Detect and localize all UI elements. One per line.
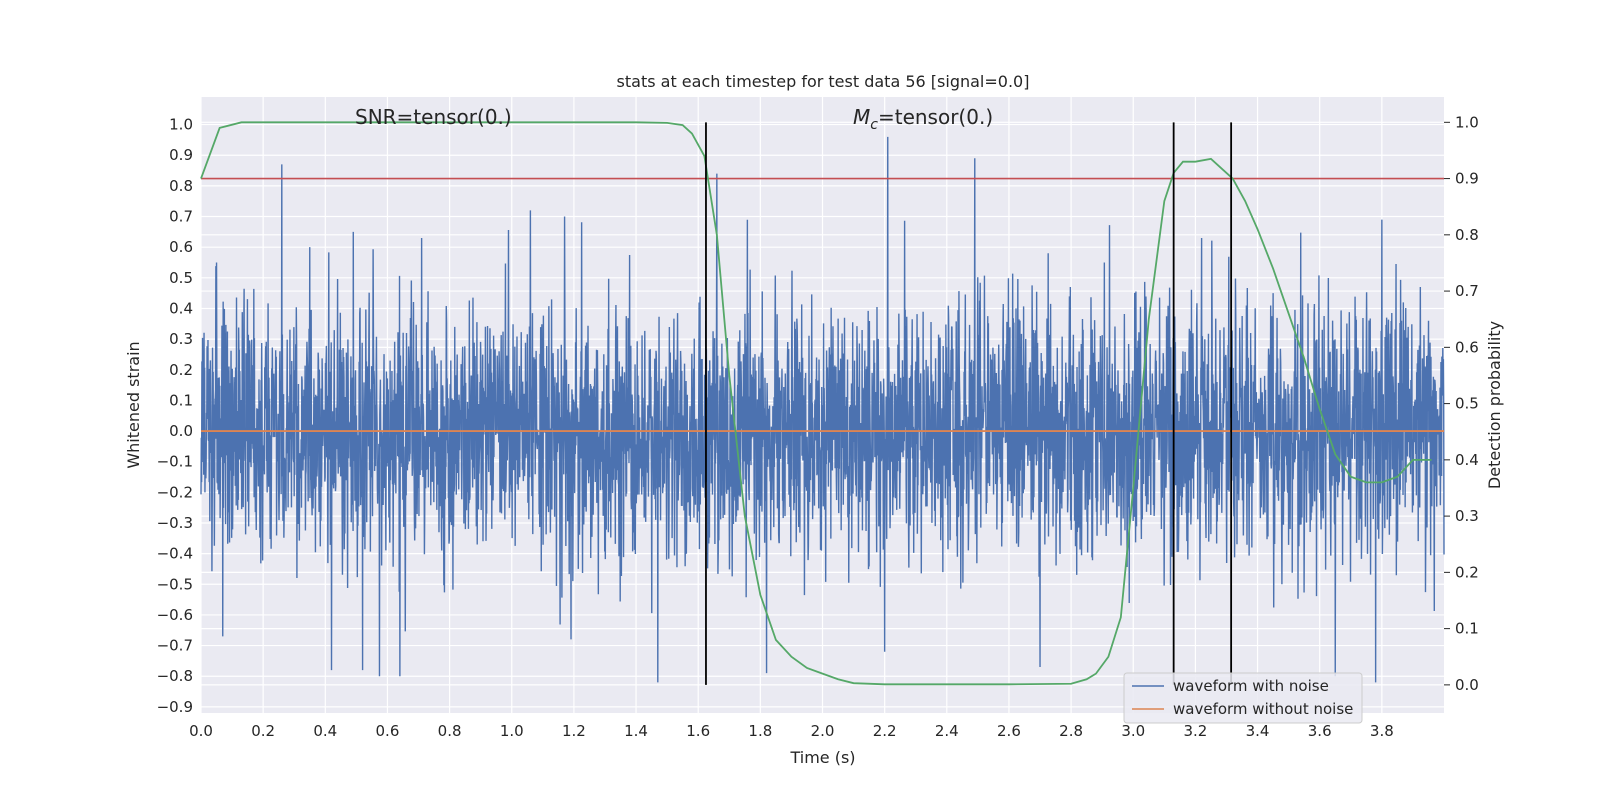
y-right-tick-label: 0.2: [1455, 563, 1479, 581]
y-right-tick-label: 0.3: [1455, 507, 1479, 525]
legend-box: [1123, 672, 1363, 724]
x-tick-label: 2.6: [997, 722, 1021, 740]
x-tick-label: 0.0: [189, 722, 213, 740]
x-tick-label: 0.2: [251, 722, 275, 740]
y-left-tick-label: 0.7: [169, 208, 193, 226]
y-axis-left-label: Whitened strain: [124, 341, 143, 468]
x-tick-label: 3.4: [1246, 722, 1270, 740]
y-left-tick-label: 0.1: [169, 391, 193, 409]
x-tick-label: 2.0: [811, 722, 835, 740]
y-right-tick-label: 0.1: [1455, 620, 1479, 638]
y-right-tick-label: 0.5: [1455, 395, 1479, 413]
y-left-tick-label: 0.6: [169, 238, 193, 256]
y-left-tick-label: 0.8: [169, 177, 193, 195]
legend: waveform with noise waveform without noi…: [1123, 672, 1363, 724]
legend-label-clean: waveform without noise: [1173, 700, 1353, 718]
y-axis-left-ticks: −0.9 −0.8 −0.7 −0.6 −0.5 −0.4 −0.3 −0.2 −0.1 0.0 0…: [157, 116, 193, 716]
y-right-tick-label: 0.4: [1455, 451, 1479, 469]
noisy-waveform-line: [200, 136, 1445, 683]
snr-annotation: SNR=tensor(0.): [355, 105, 512, 129]
chart-title: stats at each timestep for test data 56 …: [617, 72, 1030, 91]
series-waveform-with-noise: [200, 136, 1445, 683]
x-tick-label: 1.0: [500, 722, 524, 740]
y-left-tick-label: −0.4: [157, 545, 193, 563]
x-tick-label: 3.6: [1308, 722, 1332, 740]
y-left-tick-label: 0.2: [169, 361, 193, 379]
x-tick-label: 0.6: [376, 722, 400, 740]
vertical-lines: [705, 122, 1233, 685]
y-left-tick-label: −0.8: [157, 667, 193, 685]
y-left-tick-label: 0.0: [169, 422, 193, 440]
y-left-tick-label: −0.7: [157, 637, 193, 655]
y-left-tick-label: −0.1: [157, 453, 193, 471]
x-tick-label: 1.2: [562, 722, 586, 740]
y-right-tick-label: 0.7: [1455, 282, 1479, 300]
y-left-tick-label: 1.0: [169, 116, 193, 134]
y-left-tick-label: −0.3: [157, 514, 193, 532]
x-tick-label: 1.8: [748, 722, 772, 740]
y-right-tick-label: 0.0: [1455, 676, 1479, 694]
mc-symbol: M: [853, 105, 870, 129]
y-axis-right-ticks: 0.0 0.1 0.2 0.3 0.4 0.5 0.6 0.7 0.8 0.9 1.0: [1444, 113, 1479, 694]
x-axis-ticks: 0.0 0.2 0.4 0.6 0.8 1.0 1.2 1.4 1.6 1.8 2.0 2.2 2.4 2…: [189, 722, 1394, 740]
mc-value: =tensor(0.): [878, 105, 993, 129]
y-axis-right-label: Detection probability: [1485, 321, 1504, 489]
x-axis-label: Time (s): [789, 748, 855, 767]
y-left-tick-label: 0.9: [169, 146, 193, 164]
x-tick-label: 3.0: [1121, 722, 1145, 740]
series-detection-probability: [200, 121, 1432, 686]
x-tick-label: 1.6: [686, 722, 710, 740]
y-left-tick-label: −0.9: [157, 698, 193, 716]
x-tick-label: 1.4: [624, 722, 648, 740]
mc-annotation: Mc=tensor(0.): [853, 105, 993, 133]
y-right-tick-label: 0.6: [1455, 338, 1479, 356]
legend-label-noisy: waveform with noise: [1173, 677, 1329, 695]
y-right-tick-label: 1.0: [1455, 113, 1479, 131]
y-left-tick-label: −0.5: [157, 575, 193, 593]
mc-subscript: c: [870, 117, 878, 133]
y-left-tick-label: 0.3: [169, 330, 193, 348]
x-tick-label: 3.8: [1370, 722, 1394, 740]
y-left-tick-label: 0.4: [169, 299, 193, 317]
x-tick-label: 3.2: [1183, 722, 1207, 740]
y-left-tick-label: 0.5: [169, 269, 193, 287]
y-left-tick-label: −0.2: [157, 483, 193, 501]
y-right-tick-label: 0.9: [1455, 170, 1479, 188]
x-tick-label: 2.8: [1059, 722, 1083, 740]
x-tick-label: 0.8: [438, 722, 462, 740]
detection-probability-line: [200, 121, 1432, 686]
x-tick-label: 2.2: [873, 722, 897, 740]
y-left-tick-label: −0.6: [157, 606, 193, 624]
y-right-tick-label: 0.8: [1455, 226, 1479, 244]
x-tick-label: 2.4: [935, 722, 959, 740]
x-tick-label: 0.4: [313, 722, 337, 740]
